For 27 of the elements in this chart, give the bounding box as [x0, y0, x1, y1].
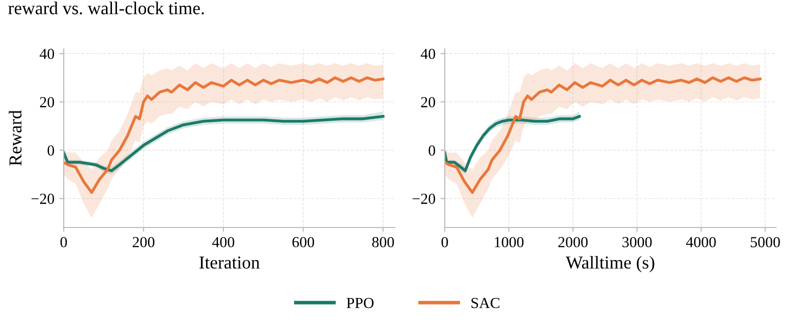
y-tick-label: 0: [428, 145, 436, 156]
legend-label: SAC: [472, 298, 500, 308]
x-axis-title: Walltime (s): [566, 256, 654, 272]
x-tick-label: 3000: [622, 236, 652, 248]
x-tick-label: 400: [212, 236, 234, 248]
x-tick-label: 5000: [750, 236, 780, 248]
text: reward vs. wall-clock time.: [8, 2, 204, 14]
y-tick-label: 40: [420, 48, 436, 60]
line-series: [444, 76, 762, 194]
x-tick-label: 0: [442, 236, 448, 248]
x-axis-title: Iteration: [199, 256, 260, 269]
y-axis-title: Reward: [8, 110, 22, 166]
y-tick-label: −20: [32, 194, 54, 204]
x-tick-label: 800: [372, 236, 394, 248]
y-tick-label: 20: [40, 97, 54, 108]
legend-label: PPO: [346, 298, 374, 308]
x-tick-label: 0: [60, 236, 67, 248]
x-tick-label: 1000: [494, 236, 524, 248]
y-tick-label: 20: [421, 97, 436, 108]
y-tick-label: 0: [48, 145, 54, 156]
x-tick-label: 2000: [558, 236, 588, 248]
y-tick-label: 40: [40, 48, 54, 60]
x-tick-label: 200: [132, 236, 154, 248]
line-series: [64, 76, 384, 194]
y-tick-label: −20: [412, 194, 436, 204]
x-tick-label: 600: [292, 236, 314, 248]
x-tick-label: 4000: [686, 236, 716, 248]
